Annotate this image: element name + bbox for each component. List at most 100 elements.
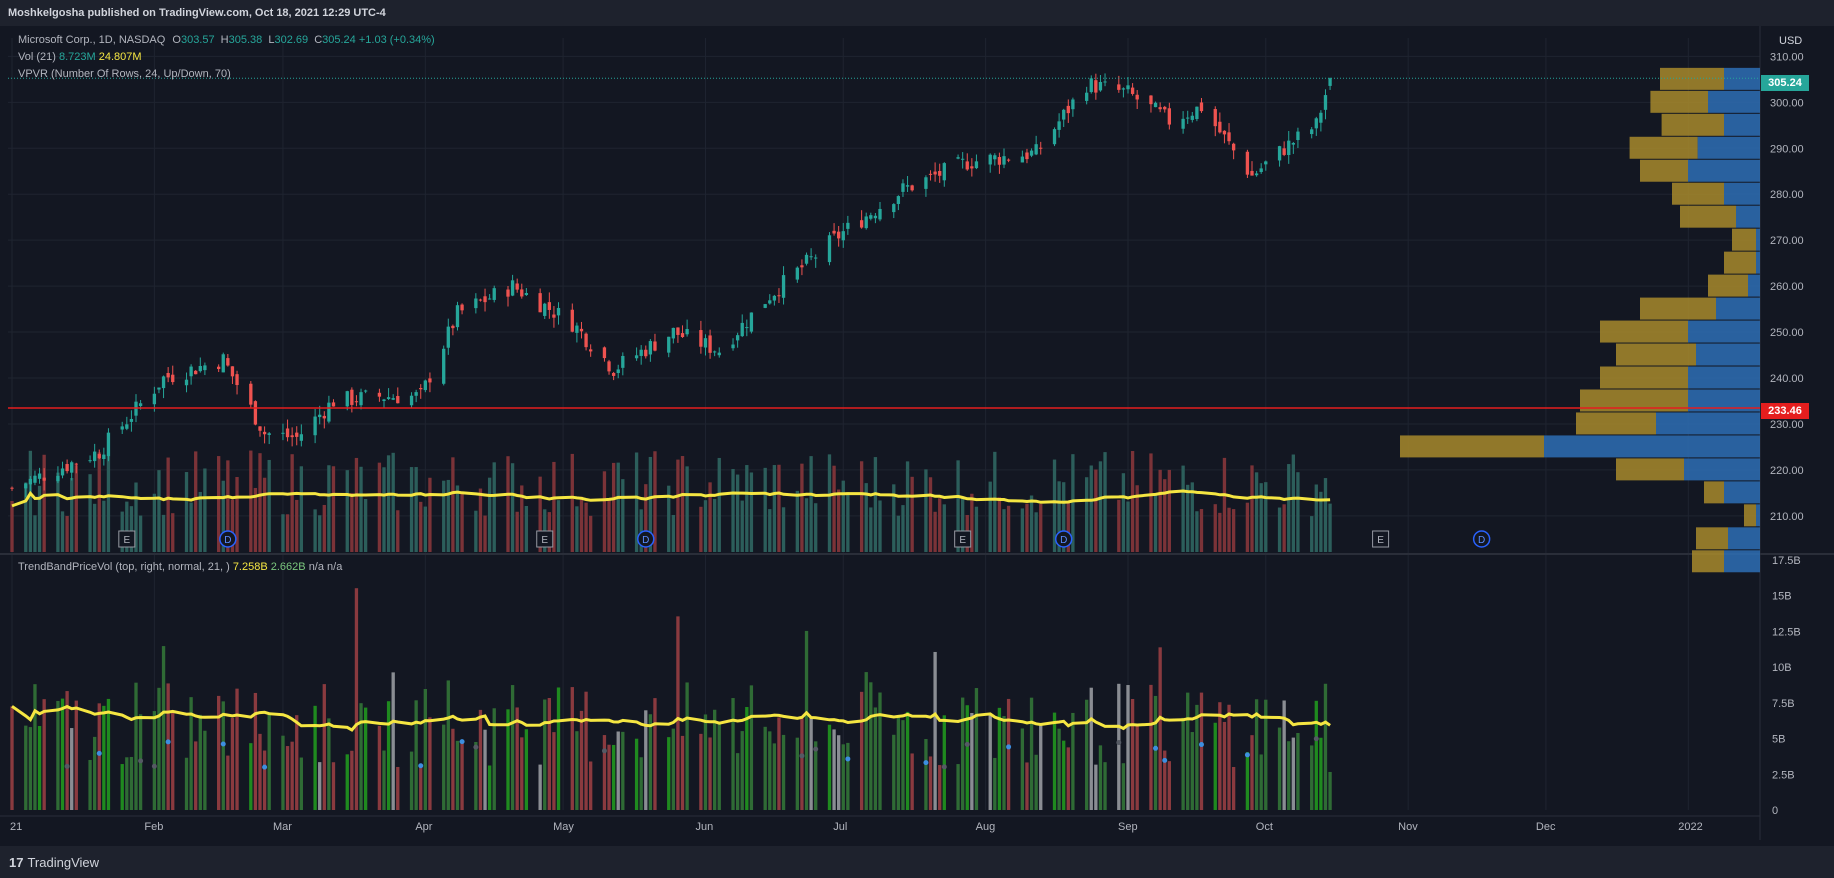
trend-volume-bar [327,718,331,810]
candle-body [382,399,386,401]
candle-body [644,349,648,357]
volume-bar [1190,482,1194,552]
trend-volume-bar [703,714,708,810]
volume-bar [230,499,235,552]
volume-bar [487,477,492,552]
trend-volume-bar [198,714,202,810]
trend-volume-bar [24,725,28,810]
volume-bar [359,466,363,552]
vpvr-up-bar [1708,90,1760,113]
candle-body [359,392,363,406]
trend-volume-bar [974,688,979,810]
trend-volume-bar [667,737,671,810]
trend-volume-bar [359,703,363,810]
vpvr-up-bar [1724,67,1760,90]
candle-body [24,483,28,489]
trend-dot [941,764,947,770]
candle-body [699,330,703,347]
volume-bar [1277,507,1282,552]
trend-volume-bar [442,724,446,810]
trend-volume-bar [680,735,685,810]
trend-volume-bar [74,700,78,810]
volume-bar [621,479,625,552]
candle-body [129,418,134,422]
volume-bar [648,456,653,552]
candle-body [928,173,933,175]
volume-bar [221,480,225,552]
currency-label[interactable]: USD [1779,35,1803,47]
trend-volume-bar [859,691,864,810]
price-tick-label: 300.00 [1770,97,1804,109]
candle-body [924,177,928,189]
trend-legend[interactable]: TrendBandPriceVol (top, right, normal, 2… [18,561,342,573]
volume-bar [74,465,78,552]
volume-bar [1250,465,1254,552]
candle-body [1052,129,1057,145]
volume-bar [804,498,809,552]
trend-volume-bar [547,697,551,810]
candle-body [974,161,979,169]
candles [10,73,1332,498]
vpvr-up-bar [1696,343,1760,366]
candle-body [970,166,974,169]
candle-body [88,460,92,462]
trend-volume-bar [474,741,478,810]
trend-volume-bar [226,755,230,810]
trend-label: TrendBandPriceVol (top, right, normal, 2… [18,561,230,573]
vpvr-up-bar [1688,389,1760,412]
trend-volume-bar [804,630,809,810]
trend-volume-bar [33,684,37,810]
volume-bar [1287,464,1291,552]
vpvr-down-bar [1744,504,1756,527]
volume-legend[interactable]: Vol (21) 8.723M 24.807M [18,51,142,63]
candle-body [956,157,960,159]
volume-bar [1130,451,1135,552]
candle-body [161,376,166,389]
tradingview-brand[interactable]: 17 TradingView [9,855,99,870]
close-value: 305.24 [322,34,356,46]
candle-body [1190,115,1194,120]
trend-volume-bar [997,707,1002,810]
volume-bar [345,470,349,552]
volume-bar [290,454,294,552]
candle-body [331,402,336,407]
volume-bar [1231,509,1236,552]
trend-volume-bar [354,588,359,810]
trend-volume-bar [777,717,781,810]
trend-value-2: 2.662B [270,561,306,573]
volume-bar [680,456,685,552]
trend-volume-bar [331,762,336,810]
candle-body [634,355,639,359]
trend-volume-bar [616,731,620,810]
vpvr-legend[interactable]: VPVR (Number Of Rows, 24, Up/Down, 70) [18,68,231,80]
trend-volume-bar [70,728,74,810]
candle-body [809,256,813,258]
trend-volume-bar [1264,699,1268,810]
candle-body [777,295,781,297]
candle-body [639,349,643,356]
candle-body [1282,148,1286,155]
candle-body [1291,142,1295,145]
candle-body [203,365,207,371]
trend-volume-bar [584,691,588,810]
chart-canvas[interactable]: 210.00 220.00 230.00 240.00 250.00 260.00 270.… [0,26,1834,846]
candle-body [1066,105,1070,114]
volume-bar [60,511,65,552]
earnings-marker [1372,530,1390,548]
trend-volume-bar [262,750,267,810]
vpvr-up-bar [1756,504,1760,527]
candle-body [70,462,74,473]
candle-body [993,155,997,160]
time-tick-label: May [553,821,574,833]
trend-ma-line [11,704,1331,732]
volume-bar [382,467,386,552]
trend-volume-bar [905,711,910,810]
volume-bar [93,503,97,552]
trend-volume-bar [837,735,841,810]
candle-body [1199,102,1204,112]
candle-body [859,220,864,228]
candle-body [474,298,478,309]
volume-bar [869,507,873,552]
candle-body [524,293,529,296]
